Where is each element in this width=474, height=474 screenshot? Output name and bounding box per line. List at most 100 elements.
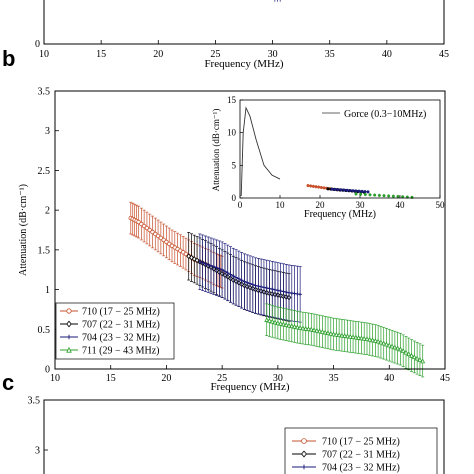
data-point	[347, 333, 353, 339]
panel-c-legend-box	[284, 427, 438, 474]
data-point	[280, 321, 286, 327]
data-point	[420, 358, 426, 364]
legend-marker	[301, 450, 307, 458]
panel-b-x-tick-label: 15	[106, 373, 116, 384]
data-point	[319, 328, 325, 334]
legend-label: 707 (22 − 31 MHz)	[82, 320, 160, 331]
inset-x-tick-label: 50	[436, 200, 446, 210]
inset-y-tick-label: 0	[232, 193, 237, 203]
panel-c-y-ticks: 3.53	[28, 396, 48, 457]
data-point	[303, 325, 309, 331]
data-point	[267, 286, 272, 291]
panel-b: 0 0.5 1 1.5 2 2.5 3 3.5 10 15 20 25 30 35 40 45 Freque…	[18, 87, 450, 394]
data-point	[273, 287, 277, 292]
data-point	[411, 354, 417, 360]
data-point	[191, 256, 197, 262]
panel-a-x-ticks: 10 15 20 25 30 35 40 45	[39, 40, 449, 60]
inset-data-point	[387, 194, 391, 198]
data-point	[317, 328, 323, 334]
data-point	[294, 324, 300, 330]
panel-c-y-tick-label: 3.5	[28, 396, 41, 407]
data-point	[384, 341, 389, 347]
data-point	[248, 281, 252, 286]
inset-y-tick-label: 15	[227, 95, 237, 105]
panel-c-letter: c	[2, 370, 14, 395]
inset-data-point	[311, 184, 315, 188]
data-point	[250, 282, 255, 287]
panel-b-y-tick-label: 3	[45, 126, 50, 137]
inset-data-point	[306, 184, 310, 188]
panel-a-y-ticks: 0.50	[35, 39, 48, 50]
data-point	[336, 332, 342, 338]
panel-a-axes-box	[43, 0, 445, 45]
data-point	[286, 322, 292, 328]
data-point	[231, 274, 236, 278]
data-point	[395, 345, 401, 351]
data-point	[276, 288, 280, 293]
data-point	[209, 263, 213, 268]
data-point	[389, 343, 395, 349]
legend-marker	[301, 464, 307, 470]
inset-data-point	[391, 194, 395, 198]
data-point	[381, 340, 387, 346]
legend-marker	[66, 308, 72, 314]
data-point	[386, 342, 392, 348]
data-point	[314, 327, 320, 333]
data-point	[400, 348, 406, 353]
data-point	[350, 334, 356, 340]
data-point	[220, 267, 224, 272]
data-point	[353, 334, 359, 340]
series-0	[128, 201, 225, 289]
data-point	[259, 284, 263, 289]
data-point	[253, 283, 258, 288]
panel-a-x-tick-label: 40	[382, 49, 392, 60]
data-point	[300, 325, 306, 331]
data-point	[217, 266, 222, 271]
inset-data-point	[326, 187, 330, 191]
inset-data-point	[336, 188, 340, 192]
data-point	[361, 335, 367, 341]
inset-data-point	[373, 193, 377, 197]
data-point	[272, 319, 278, 325]
data-point	[225, 271, 230, 275]
data-point	[292, 323, 298, 329]
data-point	[270, 287, 275, 291]
data-point	[370, 337, 376, 343]
data-point	[331, 331, 337, 337]
data-point	[375, 338, 381, 344]
panel-b-x-label: Frequency (MHz)	[210, 381, 289, 393]
data-point	[206, 262, 211, 267]
inset-y-tick-label: 5	[232, 160, 237, 170]
inset-data-point	[357, 189, 361, 193]
data-point	[200, 260, 205, 265]
panel-b-y-ticks: 0 0.5 1 1.5 2 2.5 3 3.5	[38, 87, 59, 376]
inset-x-tick-label: 40	[396, 200, 406, 210]
data-point	[345, 333, 350, 339]
inset-data-point	[319, 185, 323, 190]
data-point	[264, 317, 270, 322]
panel-a-x-tick-label: 45	[439, 49, 449, 60]
panel-b-x-ticks: 10 15 20 25 30 35 40 45	[50, 365, 450, 384]
panel-b-y-tick-label: 3.5	[38, 87, 51, 98]
panel-b-legend: 710 (17 − 25 MHz) 707 (22 − 31 MHz) 704 (2…	[55, 302, 175, 360]
data-point	[275, 320, 281, 326]
inset-data-point	[314, 185, 318, 189]
data-point	[358, 335, 364, 341]
panel-b-y-label: Attenuation (dB·cm⁻¹)	[18, 184, 29, 276]
inset-data-point	[368, 193, 372, 197]
data-point	[281, 289, 286, 294]
data-point	[228, 272, 233, 277]
data-point	[186, 253, 192, 260]
data-point	[367, 336, 373, 342]
legend-marker	[66, 320, 72, 328]
legend-marker	[66, 334, 72, 340]
panel-a-x-tick-label: 10	[39, 49, 49, 60]
data-point	[364, 336, 370, 342]
data-point	[372, 337, 378, 343]
data-point	[269, 318, 275, 324]
inset-y-ticks: 0 5 10 15	[227, 95, 243, 203]
data-point	[262, 285, 266, 290]
data-point	[311, 327, 317, 333]
inset-chart: 0 5 10 15 0 10 20 30 40 50 Frequency (MHz) Atten…	[211, 95, 445, 220]
